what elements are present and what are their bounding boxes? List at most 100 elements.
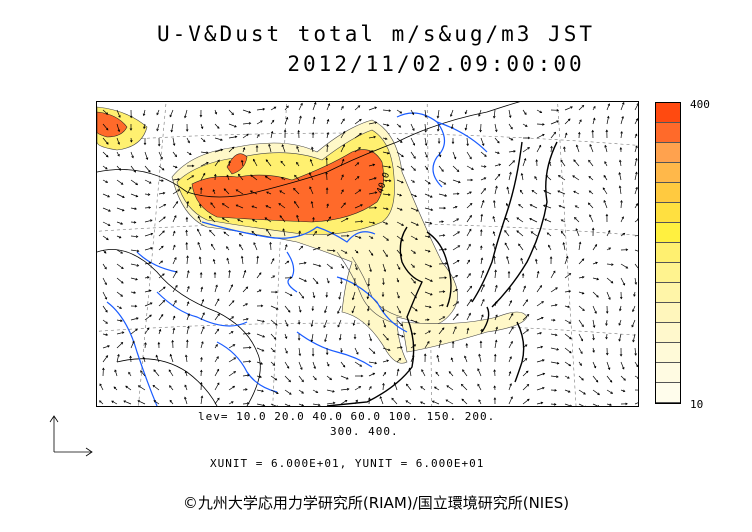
wind-arrow [250, 174, 258, 181]
wind-arrow-head [294, 174, 297, 178]
wind-arrow [144, 262, 151, 265]
wind-arrow [396, 305, 401, 314]
wind-arrow-head [169, 385, 172, 388]
wind-arrow-head [469, 202, 473, 206]
wind-arrow [480, 214, 483, 223]
colorbar-band [656, 383, 680, 403]
wind-arrow-head [298, 230, 301, 234]
wind-arrow-head [251, 219, 255, 222]
wind-arrow-head [483, 165, 487, 168]
wind-arrow [606, 291, 611, 300]
wind-arrow-head [570, 404, 572, 406]
wind-arrow [197, 216, 202, 223]
wind-arrow-head [605, 336, 608, 340]
wind-arrow [311, 333, 314, 342]
wind-arrow [238, 174, 244, 181]
wind-arrow [421, 369, 426, 377]
wind-arrow-head [583, 392, 586, 395]
wind-arrow-head [359, 132, 362, 136]
wind-arrow [410, 344, 416, 349]
wind-arrow [451, 123, 454, 129]
wind-arrow-head [513, 149, 516, 153]
wind-arrow-head [542, 359, 545, 362]
wind-arrow [354, 105, 361, 111]
wind-arrow [438, 179, 446, 185]
wind-arrow-head [524, 112, 527, 116]
wind-arrow-head [456, 169, 460, 172]
wind-arrow [116, 249, 123, 254]
wind-arrow [494, 327, 498, 335]
wind-arrow [420, 386, 426, 391]
wind-arrow-head [582, 308, 585, 312]
wind-arrow [99, 400, 104, 405]
wind-arrow-head [212, 189, 216, 192]
wind-arrow-head [427, 235, 431, 239]
wind-arrow-head [163, 216, 166, 220]
wind-arrow-head [203, 139, 206, 143]
wind-arrow [158, 245, 164, 251]
wind-arrow [382, 263, 386, 272]
wind-arrow-head [293, 187, 296, 191]
wind-arrow [326, 132, 329, 139]
wind-arrow [128, 372, 132, 377]
wind-arrow-head [162, 230, 165, 233]
wind-arrow-head [275, 290, 278, 294]
wind-arrow [266, 191, 272, 195]
wind-arrow [434, 386, 440, 391]
wind-arrow [508, 160, 515, 167]
wind-arrow-head [128, 371, 131, 375]
wind-arrow-head [605, 323, 608, 326]
wind-arrow [186, 230, 188, 237]
wind-arrow [634, 203, 638, 209]
wind-arrow [158, 216, 166, 223]
wind-arrow-head [495, 326, 498, 330]
wind-arrow [144, 193, 150, 196]
wind-arrow [466, 328, 469, 335]
wind-arrow [102, 345, 110, 349]
wind-arrow [242, 303, 248, 307]
wind-arrow [396, 291, 400, 299]
wind-arrow [226, 174, 230, 181]
wind-arrow [270, 120, 275, 125]
wind-arrow-head [317, 246, 321, 250]
wind-arrow [102, 291, 107, 300]
wind-arrow [530, 231, 538, 237]
wind-arrow-head [283, 129, 287, 132]
wind-arrow [186, 301, 189, 307]
wind-arrow-head [540, 401, 544, 405]
wind-arrow [368, 221, 375, 224]
wind-arrow-head [539, 331, 543, 335]
wind-arrow-head [400, 346, 403, 349]
wind-arrow [505, 217, 510, 223]
wind-arrow [620, 131, 623, 139]
wind-arrow [296, 162, 300, 167]
wind-arrow [228, 386, 235, 391]
wind-arrow-head [239, 244, 242, 247]
wind-arrow [592, 319, 595, 328]
wind-arrow [480, 329, 483, 335]
wind-arrow-head [310, 324, 314, 327]
wind-arrow-head [548, 161, 552, 164]
wind-arrow-head [353, 336, 357, 340]
wind-arrow [564, 132, 567, 139]
wind-arrow-head [504, 229, 507, 233]
wind-arrow-head [618, 159, 622, 163]
wind-arrow [200, 326, 205, 335]
wind-arrow [158, 192, 165, 195]
wind-arrow-head [635, 157, 638, 161]
contour-levels-line1: lev= 10.0 20.0 40.0 60.0 100. 150. 200. [198, 410, 496, 423]
wind-arrow [298, 305, 301, 313]
wind-arrow [102, 179, 108, 183]
wind-arrow-head [529, 217, 532, 221]
wind-arrow-head [625, 402, 628, 406]
wind-arrow [282, 228, 286, 237]
wind-arrow [550, 304, 558, 307]
wind-arrow-head [578, 131, 581, 135]
rivers [106, 112, 488, 406]
wind-arrow [326, 172, 328, 181]
wind-arrow-head [581, 324, 584, 328]
wind-arrow-head [220, 148, 224, 152]
wind-arrow-head [568, 321, 572, 324]
wind-arrow-head [211, 243, 214, 247]
wind-arrow-head [556, 108, 560, 112]
